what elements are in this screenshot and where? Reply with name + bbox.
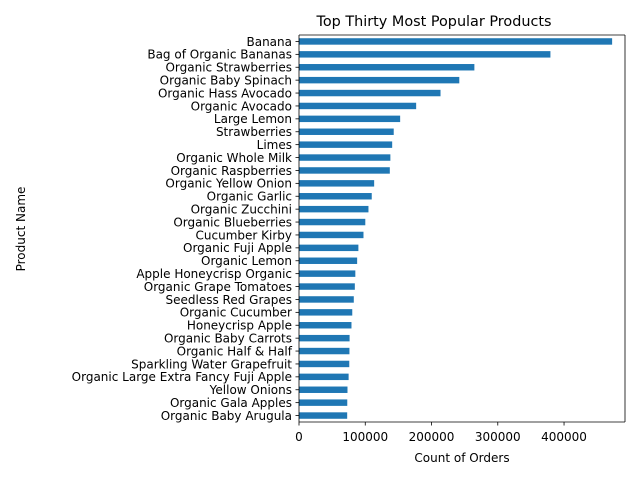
- bar-sparkling-water-grapefruit: [299, 360, 350, 368]
- category-label-organic-gala-apples: Organic Gala Apples: [170, 396, 292, 410]
- bar-organic-gala-apples: [299, 399, 348, 406]
- y-axis-label: Product Name: [14, 187, 28, 272]
- bar-organic-raspberries: [299, 167, 390, 174]
- bar-organic-cucumber: [299, 309, 353, 316]
- category-label-banana: Banana: [246, 35, 292, 49]
- bar-organic-large-extra-fancy-fuji-apple: [299, 373, 349, 381]
- category-label-yellow-onions: Yellow Onions: [209, 383, 292, 397]
- category-label-organic-garlic: Organic Garlic: [207, 190, 292, 204]
- category-label-sparkling-water-grapefruit: Sparkling Water Grapefruit: [131, 357, 292, 371]
- x-tick-label: 300000: [475, 430, 521, 444]
- category-label-organic-strawberries: Organic Strawberries: [165, 61, 292, 75]
- bar-apple-honeycrisp-organic: [299, 270, 356, 277]
- bar-organic-yellow-onion: [299, 180, 375, 187]
- category-label-organic-lemon: Organic Lemon: [201, 254, 292, 268]
- bar-organic-baby-carrots: [299, 334, 350, 342]
- chart-title: Top Thirty Most Popular Products: [315, 14, 551, 30]
- category-label-organic-whole-milk: Organic Whole Milk: [176, 151, 292, 165]
- category-label-organic-large-extra-fancy-fuji-apple: Organic Large Extra Fancy Fuji Apple: [72, 370, 292, 384]
- category-label-seedless-red-grapes: Seedless Red Grapes: [166, 293, 293, 307]
- bar-organic-hass-avocado: [299, 89, 441, 97]
- bar-strawberries: [299, 128, 394, 135]
- category-label-organic-cucumber: Organic Cucumber: [180, 306, 292, 320]
- bar-organic-grape-tomatoes: [299, 283, 355, 290]
- bar-bag-of-organic-bananas: [299, 51, 551, 58]
- x-ticks: 0 100000 200000 300000 400000: [295, 422, 587, 444]
- category-label-organic-grape-tomatoes: Organic Grape Tomatoes: [144, 280, 292, 294]
- category-label-bag-of-organic-bananas: Bag of Organic Bananas: [147, 48, 292, 62]
- category-label-organic-zucchini: Organic Zucchini: [191, 202, 292, 216]
- category-label-cucumber-kirby: Cucumber Kirby: [196, 228, 292, 242]
- category-label-organic-baby-carrots: Organic Baby Carrots: [164, 331, 292, 345]
- bar-limes: [299, 141, 393, 148]
- bar-honeycrisp-apple: [299, 322, 352, 329]
- bar-organic-avocado: [299, 102, 417, 110]
- category-label-large-lemon: Large Lemon: [214, 112, 292, 126]
- bar-organic-garlic: [299, 193, 372, 200]
- category-label-apple-honeycrisp-organic: Apple Honeycrisp Organic: [136, 267, 292, 281]
- bar-cucumber-kirby: [299, 231, 364, 239]
- category-label-organic-hass-avocado: Organic Hass Avocado: [158, 86, 292, 100]
- bar-large-lemon: [299, 115, 401, 123]
- category-label-organic-baby-arugula: Organic Baby Arugula: [161, 409, 292, 423]
- x-tick-label: 400000: [541, 430, 587, 444]
- x-tick-label: 200000: [409, 430, 455, 444]
- category-label-strawberries: Strawberries: [216, 125, 292, 139]
- category-label-organic-avocado: Organic Avocado: [191, 99, 292, 113]
- category-label-organic-raspberries: Organic Raspberries: [171, 164, 292, 178]
- bars: [299, 38, 613, 419]
- bar-banana: [299, 38, 613, 45]
- category-label-organic-fuji-apple: Organic Fuji Apple: [183, 241, 292, 255]
- category-label-organic-baby-spinach: Organic Baby Spinach: [160, 73, 292, 87]
- x-tick-label: 0: [295, 430, 303, 444]
- bar-organic-lemon: [299, 257, 358, 264]
- category-label-organic-blueberries: Organic Blueberries: [173, 215, 292, 229]
- bar-organic-zucchini: [299, 205, 369, 213]
- bar-organic-half-and-half: [299, 347, 350, 355]
- category-label-limes: Limes: [257, 138, 292, 152]
- axes-frame: [298, 34, 626, 423]
- bar-organic-baby-spinach: [299, 76, 460, 84]
- x-axis-label: Count of Orders: [414, 451, 509, 465]
- category-label-organic-half-and-half: Organic Half & Half: [177, 344, 293, 358]
- x-tick-label: 100000: [342, 430, 388, 444]
- bar-yellow-onions: [299, 386, 348, 393]
- category-label-honeycrisp-apple: Honeycrisp Apple: [187, 319, 292, 333]
- category-label-organic-yellow-onion: Organic Yellow Onion: [165, 177, 292, 191]
- bar-organic-baby-arugula: [299, 412, 348, 419]
- bar-seedless-red-grapes: [299, 296, 354, 303]
- bar-organic-blueberries: [299, 218, 366, 226]
- bar-organic-strawberries: [299, 64, 475, 71]
- bar-organic-whole-milk: [299, 154, 391, 161]
- bar-organic-fuji-apple: [299, 244, 359, 252]
